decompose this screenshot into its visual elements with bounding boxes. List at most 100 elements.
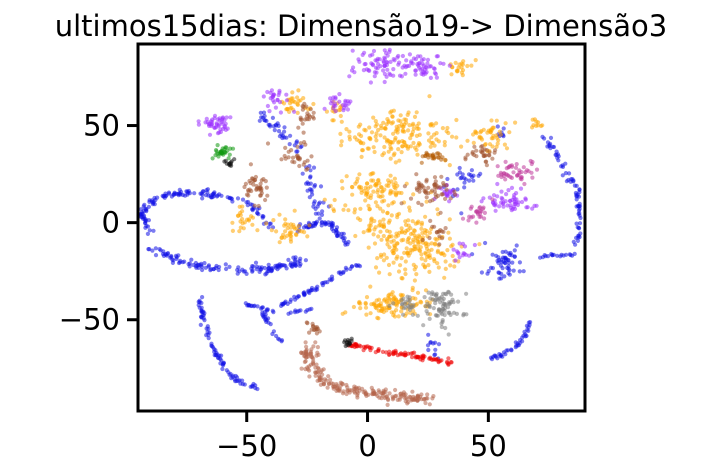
scatter-point: [449, 360, 454, 365]
scatter-point: [399, 309, 404, 314]
scatter-point: [322, 197, 327, 202]
scatter-point: [202, 318, 207, 323]
scatter-point: [448, 312, 453, 317]
scatter-point: [467, 253, 472, 258]
scatter-point: [229, 196, 234, 201]
scatter-point: [375, 256, 380, 261]
scatter-point: [277, 88, 282, 93]
scatter-point: [525, 327, 530, 332]
scatter-point: [493, 201, 498, 206]
scatter-point: [439, 324, 444, 330]
cluster-purple-35: [451, 241, 477, 263]
scatter-point: [534, 123, 539, 128]
scatter-point: [563, 171, 569, 176]
scatter-point: [225, 126, 230, 131]
scatter-point: [337, 92, 342, 97]
scatter-point: [150, 248, 155, 253]
scatter-point: [457, 165, 462, 171]
scatter-point: [287, 101, 293, 106]
scatter-point: [465, 152, 470, 157]
scatter-point: [574, 194, 579, 199]
scatter-point: [517, 170, 522, 175]
cluster-purple-33: [322, 92, 353, 114]
scatter-point: [347, 74, 352, 79]
scatter-point: [451, 247, 456, 252]
scatter-point: [425, 61, 430, 66]
scatter-point: [305, 188, 310, 193]
scatter-point: [341, 207, 346, 212]
scatter-point: [497, 204, 502, 209]
scatter-point: [426, 347, 431, 353]
scatter-point: [290, 90, 295, 95]
scatter-point: [230, 228, 235, 233]
scatter-point: [530, 206, 535, 211]
scatter-point: [530, 175, 535, 180]
scatter-point: [352, 207, 358, 212]
scatter-point: [375, 58, 380, 63]
scatter-point: [296, 125, 301, 130]
scatter-point: [226, 370, 231, 375]
scatter-point: [145, 224, 151, 229]
scatter-point: [372, 149, 377, 155]
scatter-point: [227, 264, 232, 269]
scatter-point: [289, 264, 294, 269]
x-tick-label: 0: [358, 429, 376, 463]
scatter-point: [376, 348, 381, 353]
scatter-point: [424, 150, 429, 155]
scatter-point: [493, 208, 498, 213]
scatter-point: [279, 339, 284, 344]
scatter-point: [339, 119, 344, 124]
scatter-point: [576, 233, 581, 238]
scatter-point: [380, 189, 385, 194]
scatter-point: [409, 59, 414, 64]
scatter-point: [444, 187, 449, 192]
scatter-point: [517, 260, 523, 265]
scatter-point: [556, 154, 561, 159]
scatter-point: [261, 110, 267, 115]
scatter-point: [486, 153, 491, 158]
scatter-point: [212, 347, 217, 352]
scatter-point: [399, 256, 404, 261]
scatter-point: [426, 332, 431, 337]
scatter-point: [406, 235, 412, 241]
scatter-point: [511, 268, 516, 273]
cluster-orange-21: [230, 204, 255, 234]
scatter-point: [400, 229, 405, 234]
scatter-point: [298, 145, 303, 150]
scatter-point: [410, 219, 415, 224]
scatter-point: [305, 166, 310, 171]
scatter-point: [368, 53, 373, 58]
scatter-point: [373, 124, 378, 129]
scatter-point: [143, 206, 148, 211]
scatter-point: [400, 144, 405, 149]
scatter-point: [415, 152, 420, 157]
scatter-point: [386, 178, 391, 183]
scatter-point: [220, 366, 225, 372]
cluster-orange-19: [340, 284, 435, 321]
scatter-point: [265, 141, 271, 146]
scatter-point: [382, 64, 387, 69]
scatter-point: [426, 191, 431, 196]
scatter-point: [469, 63, 474, 68]
scatter-point: [344, 127, 349, 132]
scatter-point: [320, 281, 325, 286]
scatter-point: [401, 306, 406, 311]
scatter-point: [424, 195, 429, 200]
scatter-point: [305, 158, 310, 163]
scatter-point: [478, 171, 483, 176]
scatter-point: [382, 252, 387, 257]
scatter-point: [420, 230, 425, 236]
scatter-point: [326, 381, 332, 387]
scatter-point: [434, 137, 439, 142]
scatter-point: [296, 294, 301, 299]
scatter-point: [283, 217, 288, 222]
scatter-point: [445, 176, 450, 182]
cluster-blue-14: [425, 332, 442, 361]
scatter-point: [448, 263, 453, 268]
scatter-point: [374, 303, 379, 308]
scatter-point: [419, 392, 424, 397]
scatter-point: [513, 165, 519, 170]
scatter-point: [326, 220, 331, 225]
scatter-point: [497, 276, 502, 281]
scatter-point: [389, 292, 394, 297]
